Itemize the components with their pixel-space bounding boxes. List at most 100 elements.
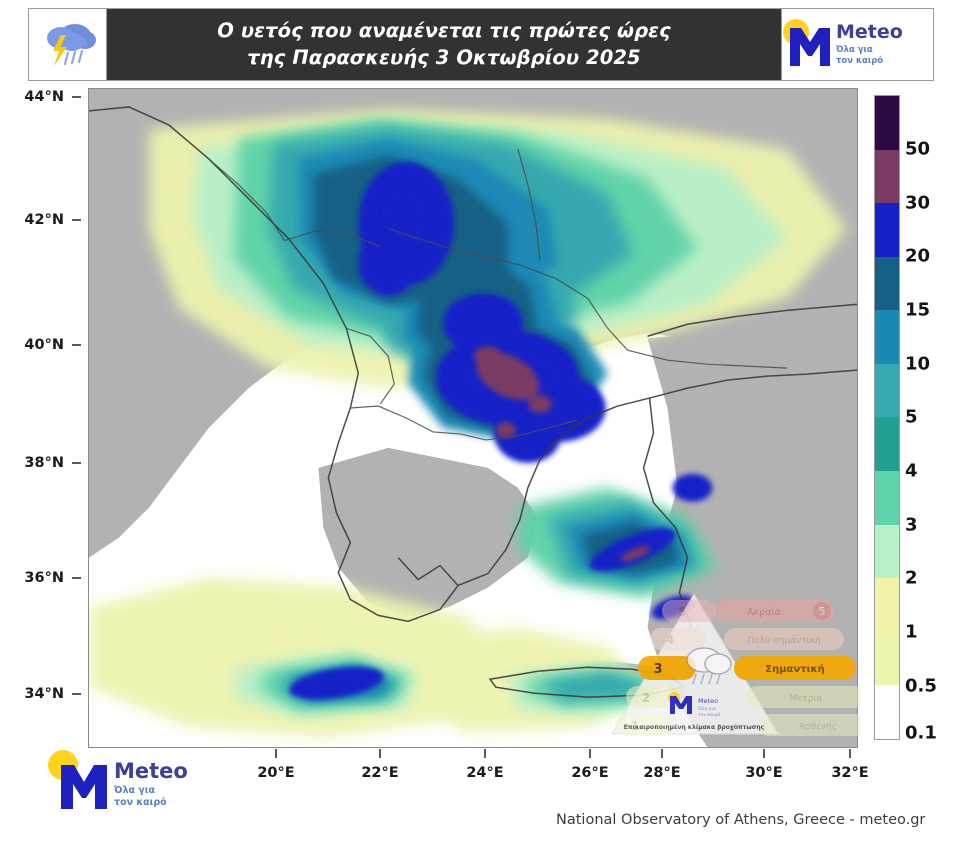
severity-number-1: 1 [631, 719, 639, 733]
svg-text:Όλα για: Όλα για [697, 705, 716, 712]
colorbar-swatch-5-10 [875, 363, 899, 418]
colorbar-tick-label-2: 2 [905, 567, 918, 589]
colorbar-swatch-0.5-1 [875, 631, 899, 686]
colorbar-tick-label-50: 50 [905, 138, 931, 160]
header-title-line-1: Ο υετός που αναμένεται τις πρώτες ώρες [217, 19, 671, 43]
lon-tick-mark-28E [661, 749, 663, 758]
lon-tick-mark-32E [849, 749, 851, 758]
meteo-tagline-line-2: τον καιρό [836, 55, 884, 66]
severity-number-badge-5: 5 [819, 605, 826, 618]
lat-tick-label-38N: 38°N [24, 455, 64, 471]
severity-pill-5: Ακραία 5 [714, 600, 834, 622]
severity-pill-4: Πολύ σημαντική [724, 628, 844, 650]
lat-tick-label-44N: 44°N [24, 89, 64, 105]
colorbar-tick-label-5: 5 [905, 406, 918, 428]
lon-tick-label-22E: 22°E [361, 765, 399, 781]
severity-label-4: Πολύ σημαντική [747, 635, 820, 646]
footer-logo: Meteo Όλα για τον καιρό [48, 750, 188, 812]
lat-tick-mark-44N [72, 96, 81, 98]
lon-tick-label-20E: 20°E [257, 765, 295, 781]
lat-tick-label-42N: 42°N [24, 212, 64, 228]
colorbar-swatch-30-50 [875, 149, 899, 204]
precip-band-50-plus [473, 346, 651, 562]
severity-label-2: Μέτρια [790, 693, 823, 704]
colorbar-tick-label-30: 30 [905, 192, 931, 214]
severity-pill-1: Ασθενής [758, 714, 860, 736]
colorbar-tick-label-4: 4 [905, 460, 918, 482]
lat-tick-label-34N: 34°N [24, 686, 64, 702]
lon-tick-mark-30E [763, 749, 765, 758]
header-title-box: Ο υετός που αναμένεται τις πρώτες ώρες τ… [107, 9, 781, 80]
colorbar-swatch-2-3 [875, 524, 899, 579]
lon-tick-mark-22E [379, 749, 381, 758]
severity-label-1: Ασθενής [799, 722, 837, 732]
lat-tick-mark-34N [72, 693, 81, 695]
lat-tick-label-36N: 36°N [24, 570, 64, 586]
lat-tick-mark-36N [72, 577, 81, 579]
lat-tick-mark-38N [72, 462, 81, 464]
colorbar-swatch-20-30 [875, 203, 899, 257]
meteo-wordmark-header: Meteo Όλα για τον καιρό [836, 20, 903, 66]
meteo-wordmark-footer: Meteo Όλα για τον καιρό [114, 758, 188, 810]
meteo-brand-text-footer: Meteo [114, 758, 188, 783]
severity-step-1: 1 [615, 714, 673, 736]
severity-pill-2: Μέτρια [746, 686, 860, 708]
meteo-m-mark-icon-footer [61, 765, 107, 809]
lon-tick-mark-26E [589, 749, 591, 758]
meteo-logo-footer: Meteo Όλα για τον καιρό [48, 750, 188, 812]
lon-tick-mark-24E [484, 749, 486, 758]
colorbar-tick-label-10: 10 [905, 353, 931, 375]
lat-tick-mark-40N [72, 344, 81, 346]
severity-pyramid-legend: Ακραία 5 Πολύ σημαντική Σημαντική Μέτρια… [612, 588, 860, 740]
lon-tick-label-28E: 28°E [643, 765, 681, 781]
severity-step-5: 5 [662, 600, 716, 622]
severity-pyramid-graphic: Ακραία 5 Πολύ σημαντική Σημαντική Μέτρια… [612, 593, 860, 736]
precipitation-map[interactable] [88, 88, 858, 748]
severity-number-4: 4 [666, 633, 674, 647]
thunderstorm-rain-icon [46, 23, 96, 66]
severity-number-3: 3 [653, 662, 662, 677]
colorbar-swatch-0.1-0.5 [875, 685, 899, 739]
precipitation-map-canvas [89, 89, 857, 747]
severity-step-2: 2 [626, 686, 684, 708]
meteo-tagline-header: Όλα για τον καιρό [836, 45, 903, 66]
border-layer [208, 148, 788, 441]
colorbar-swatch-4-5 [875, 417, 899, 472]
lat-tick-mark-42N [72, 219, 81, 221]
lat-tick-label-40N: 40°N [24, 337, 64, 353]
meteo-brand-pyramid: Meteo [698, 697, 718, 705]
pyramid-caption: Επικαιροποιημένη κλίμακα βροχόπτωσης [624, 724, 765, 731]
severity-number-5: 5 [678, 605, 686, 619]
meteo-tagline-line-1: Όλα για [836, 44, 873, 55]
colorbar-swatch-10-15 [875, 310, 899, 364]
severity-label-5: Ακραία [747, 607, 781, 618]
colorbar-tick-label-0.5: 0.5 [905, 675, 937, 697]
severity-label-3: Σημαντική [765, 663, 825, 675]
meteo-m-mark-icon [790, 27, 830, 66]
lon-tick-mark-20E [275, 749, 277, 758]
header-logo-box: Meteo Όλα για τον καιρό [781, 9, 933, 80]
lon-tick-label-24E: 24°E [466, 765, 504, 781]
rain-cloud-icon [686, 647, 732, 685]
severity-number-2: 2 [642, 691, 650, 705]
colorbar-tick-label-1: 1 [905, 621, 918, 643]
meteo-logo-pyramid: Meteo Όλα για τον καιρό [668, 692, 720, 718]
colorbar-tick-label-20: 20 [905, 245, 931, 267]
precipitation-colorbar[interactable] [874, 95, 900, 740]
meteo-logo-header: Meteo Όλα για τον καιρό [783, 18, 903, 68]
svg-text:τον καιρό: τον καιρό [698, 711, 720, 718]
header-weather-icon-box [29, 9, 107, 80]
source-credit: National Observatory of Athens, Greece -… [556, 812, 926, 828]
severity-step-4: 4 [650, 628, 706, 650]
header-title-line-2: της Παρασκευής 3 Οκτωβρίου 2025 [247, 45, 641, 69]
meteo-brand-text: Meteo [836, 20, 903, 43]
severity-pill-3: Σημαντική [734, 656, 856, 680]
colorbar-tick-label-15: 15 [905, 299, 931, 321]
colorbar-tick-label-3: 3 [905, 514, 918, 536]
lon-tick-label-32E: 32°E [831, 765, 869, 781]
colorbar-swatch-15-20 [875, 256, 899, 311]
lon-tick-label-30E: 30°E [745, 765, 783, 781]
colorbar-swatch-above-50 [875, 96, 899, 150]
header-bar: Ο υετός που αναμένεται τις πρώτες ώρες τ… [28, 8, 934, 81]
